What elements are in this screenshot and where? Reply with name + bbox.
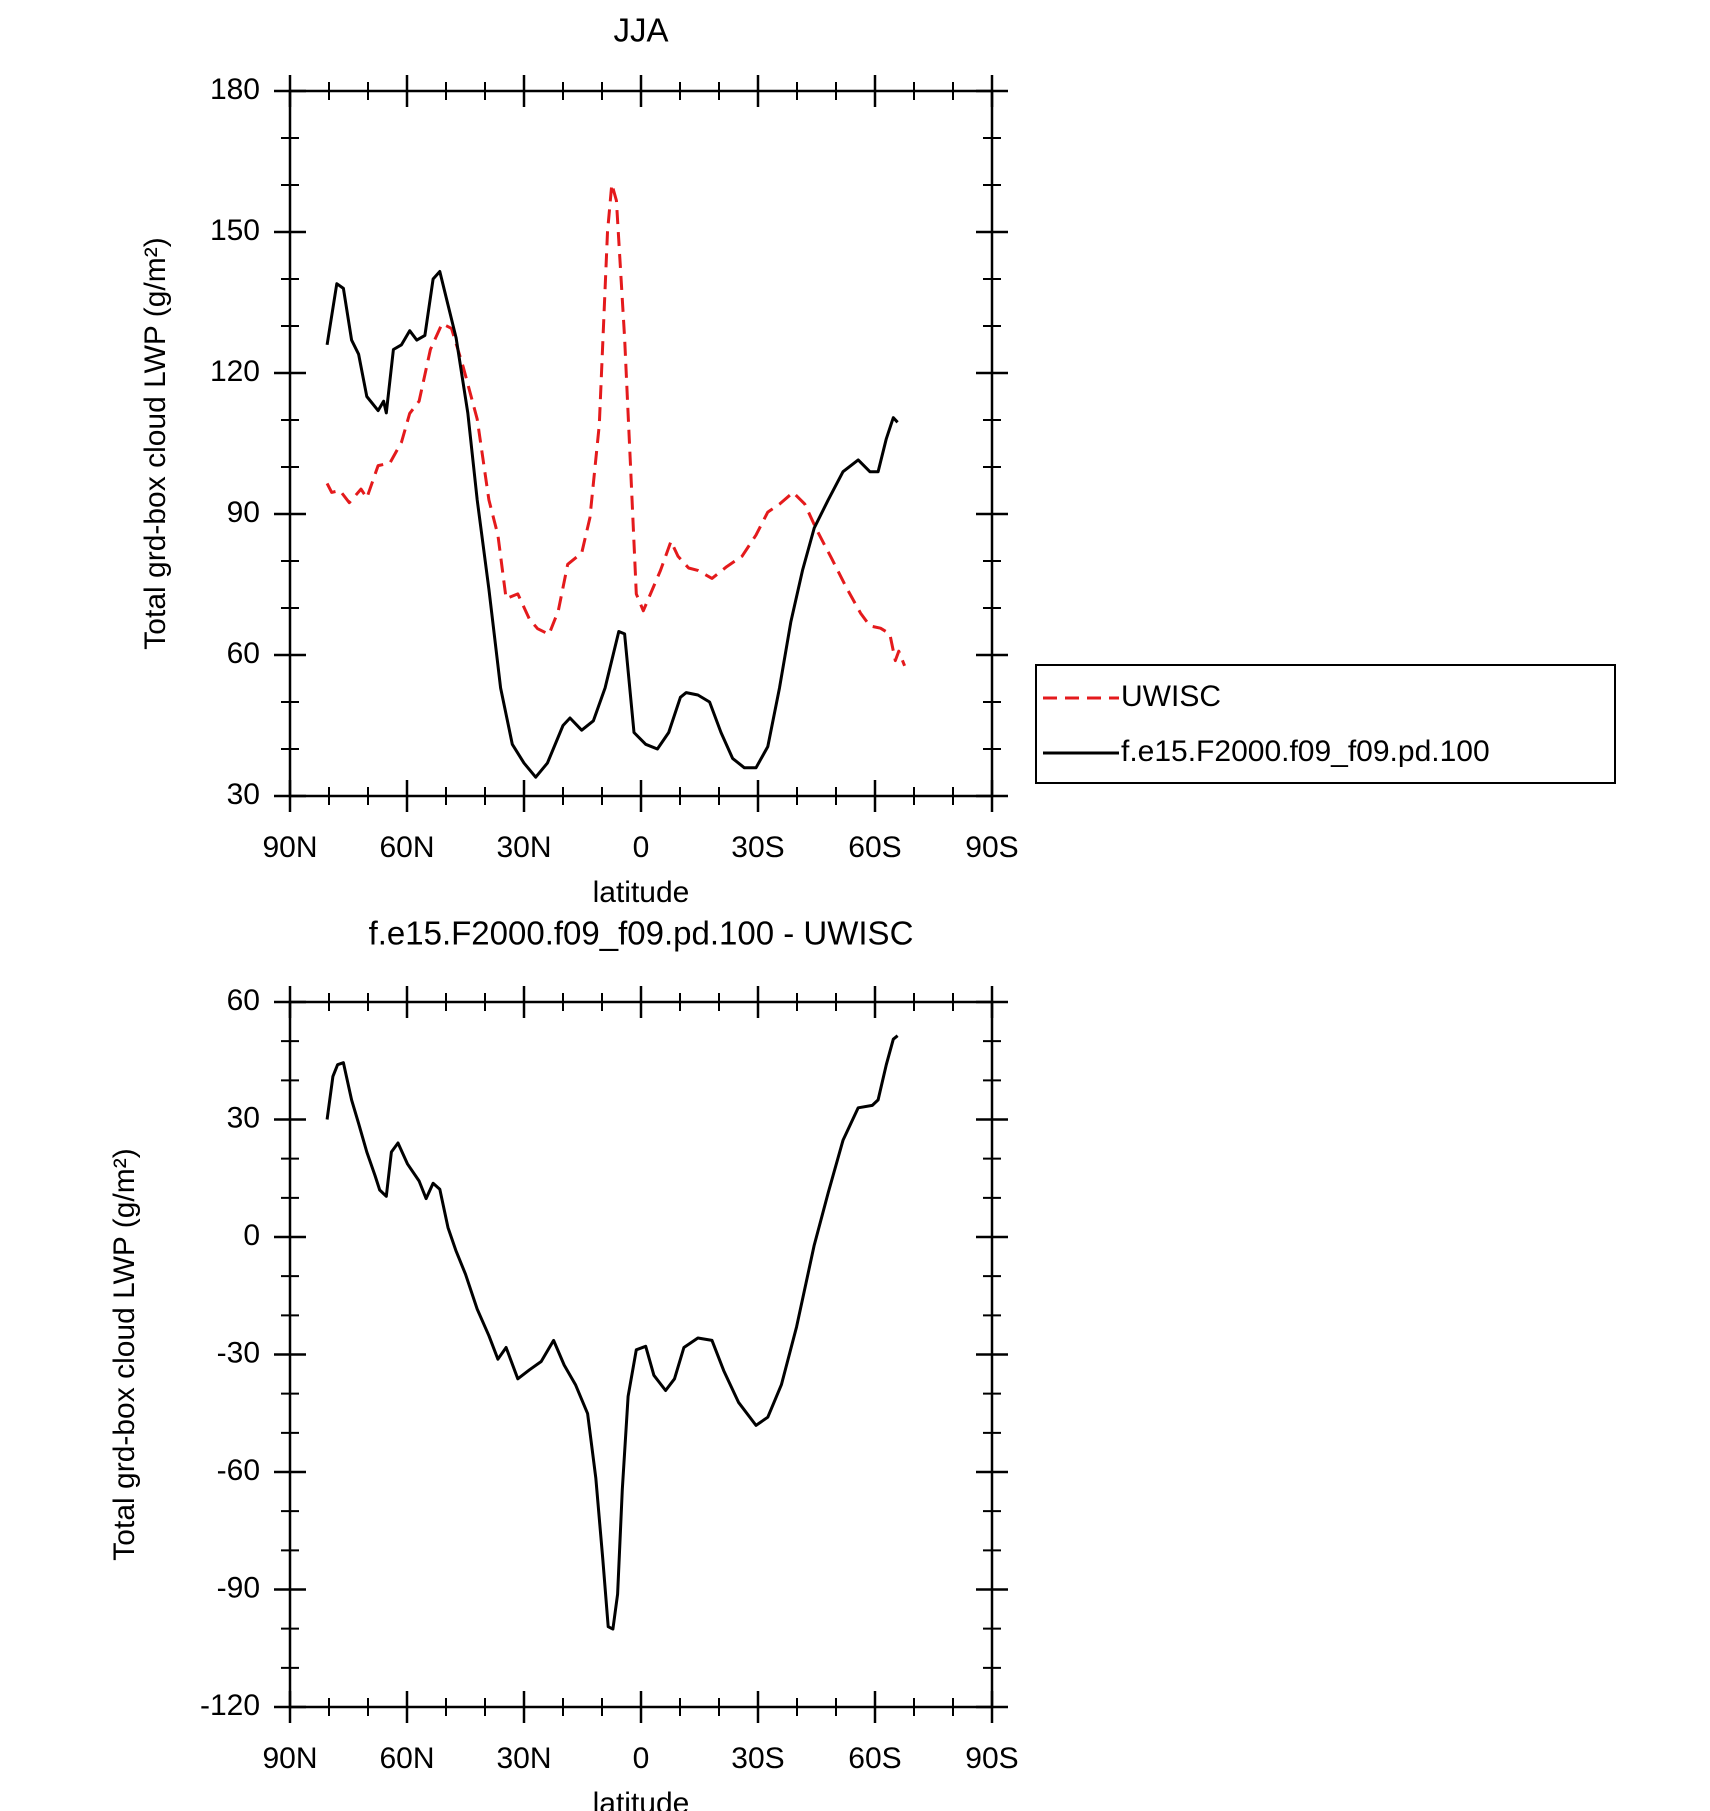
y-tick-label: 30 xyxy=(227,1101,260,1134)
x-tick-label: 90S xyxy=(965,1742,1018,1775)
y-tick-label: 60 xyxy=(227,637,260,670)
data-line xyxy=(325,270,899,779)
legend-label: f.e15.F2000.f09_f09.pd.100 xyxy=(1121,735,1490,768)
x-tick-label: 30N xyxy=(496,831,551,864)
y-tick-label: 120 xyxy=(210,355,260,388)
chart-title: f.e15.F2000.f09_f09.pd.100 - UWISC xyxy=(369,915,914,952)
y-tick-label: 90 xyxy=(227,496,260,529)
x-tick-label: 60N xyxy=(379,831,434,864)
y-axis-label: Total grd-box cloud LWP (g/m²) xyxy=(139,237,172,649)
x-tick-label: 90N xyxy=(262,1742,317,1775)
y-tick-label: -30 xyxy=(217,1336,260,1369)
data-line xyxy=(325,182,906,667)
y-tick-label: -120 xyxy=(200,1689,260,1722)
x-tick-label: 30N xyxy=(496,1742,551,1775)
x-tick-label: 30S xyxy=(731,1742,784,1775)
chart-title: JJA xyxy=(613,12,668,49)
legend-box xyxy=(1035,664,1616,784)
x-axis-label: latitude xyxy=(593,876,690,909)
x-tick-label: 60S xyxy=(848,831,901,864)
data-line xyxy=(325,1034,899,1631)
y-tick-label: 150 xyxy=(210,214,260,247)
y-tick-label: 60 xyxy=(227,984,260,1017)
y-tick-label: 0 xyxy=(243,1219,260,1252)
x-tick-label: 90N xyxy=(262,831,317,864)
y-axis-label: Total grd-box cloud LWP (g/m²) xyxy=(108,1148,141,1560)
x-tick-label: 0 xyxy=(633,1742,650,1775)
x-tick-label: 60S xyxy=(848,1742,901,1775)
x-tick-label: 60N xyxy=(379,1742,434,1775)
y-tick-label: 180 xyxy=(210,73,260,106)
x-axis-label: latitude xyxy=(593,1787,690,1811)
plot-frame xyxy=(288,1000,994,1709)
x-tick-label: 30S xyxy=(731,831,784,864)
plot-frame xyxy=(288,89,994,798)
y-tick-label: -60 xyxy=(217,1454,260,1487)
legend-label: UWISC xyxy=(1121,680,1221,713)
y-tick-label: -90 xyxy=(217,1571,260,1604)
y-tick-label: 30 xyxy=(227,778,260,811)
x-tick-label: 90S xyxy=(965,831,1018,864)
x-tick-label: 0 xyxy=(633,831,650,864)
